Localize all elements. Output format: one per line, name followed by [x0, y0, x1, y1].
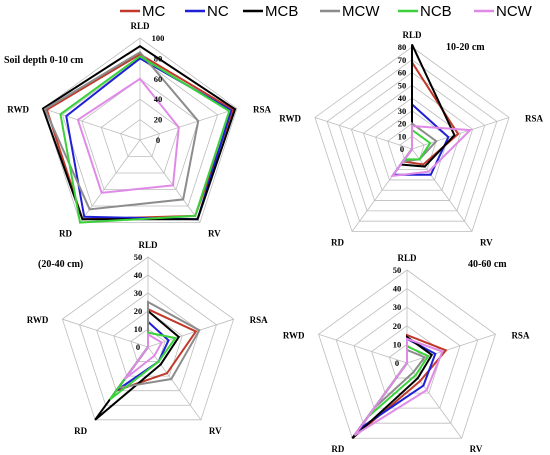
axis-label-rd: RD	[59, 229, 72, 239]
panel-title: 40-60 cm	[468, 259, 507, 270]
tick-label: 0	[136, 342, 140, 352]
tick-label: 40	[398, 93, 407, 103]
legend-label-mcw: MCW	[342, 3, 380, 20]
axis-label-rsa: RSA	[250, 315, 269, 325]
grid-ring	[338, 72, 486, 212]
legend-label-mc: MC	[142, 3, 165, 20]
axis-spoke	[147, 346, 202, 421]
panel-title: 10-20 cm	[446, 42, 485, 53]
tick-label: 80	[154, 53, 163, 63]
tick-label: 0	[156, 135, 160, 145]
axis-label-rsa: RSA	[511, 330, 530, 340]
legend-label-nc: NC	[207, 3, 229, 20]
axis-label-rwd: RWD	[7, 104, 29, 114]
tick-label: 80	[398, 42, 407, 52]
grid-ring	[96, 292, 200, 392]
radar-panel-2: 0 10 20 30 40 50 60 70 80 RLD RSA RV RD RWD 10-20 cm	[279, 30, 543, 248]
axis-label-rv: RV	[480, 238, 493, 248]
tick-label: 30	[393, 302, 402, 312]
legend: MC NC MCB MCW NCB NCW	[120, 3, 533, 20]
radar-panel-4: 0 10 20 30 40 50 RLD RSA RV RD RWD 40-60 cm	[283, 253, 530, 454]
tick-label: 20	[393, 321, 402, 331]
axis-label-rwd: RWD	[279, 113, 301, 123]
legend-label-mcb: MCB	[265, 3, 298, 20]
axis-spoke	[139, 108, 238, 141]
grid-ring	[100, 98, 180, 174]
panel-title: (20-40 cm)	[38, 259, 83, 270]
axis-spoke	[42, 108, 141, 141]
tick-label: 30	[398, 106, 407, 116]
tick-label: 0	[395, 358, 399, 368]
axis-spoke	[411, 117, 510, 150]
axis-label-rv: RV	[209, 426, 222, 436]
tick-label: 30	[134, 288, 143, 298]
tick-label: 50	[398, 80, 407, 90]
grid-ring	[314, 46, 510, 232]
tick-label: 70	[398, 55, 407, 65]
tick-label: 50	[134, 252, 143, 262]
tick-label: 0	[400, 144, 404, 154]
grid-ring	[363, 97, 461, 191]
axis-label-rv: RV	[208, 229, 221, 239]
tick-label: 40	[393, 284, 402, 294]
series-ncw	[76, 77, 180, 194]
radar-panel-3: 0 10 20 30 40 50 RLD RSA RV RD RWD (20-40 cm)	[27, 240, 268, 436]
grid-ring	[42, 37, 238, 223]
tick-label: 40	[154, 94, 163, 104]
tick-label: 100	[152, 33, 165, 43]
legend-label-ncw: NCW	[496, 3, 533, 20]
grid-ring	[79, 274, 217, 406]
grid-ring	[326, 59, 498, 222]
axis-label-rwd: RWD	[27, 315, 49, 325]
tick-label: 60	[154, 74, 163, 84]
axis-label-rld: RLD	[138, 240, 158, 250]
tick-label: 10	[393, 339, 402, 349]
panel-title: Soil depth 0-10 cm	[4, 55, 84, 66]
grid-ring	[353, 306, 461, 409]
axis-spoke	[411, 148, 473, 232]
grid-ring	[120, 119, 160, 157]
series-ncw	[123, 332, 164, 380]
legend-label-ncb: NCB	[420, 3, 452, 20]
axis-label-rsa: RSA	[253, 104, 272, 114]
axis-label-rd: RD	[331, 444, 344, 454]
series-mcw	[43, 50, 200, 211]
axis-spoke	[318, 333, 408, 364]
series-mcb	[41, 44, 237, 221]
series-ncw	[390, 124, 473, 178]
axis-spoke	[139, 139, 201, 223]
grid-ring	[350, 84, 474, 201]
axis-label-rld: RLD	[130, 21, 150, 31]
tick-label: 40	[134, 270, 143, 280]
axis-spoke	[62, 318, 149, 348]
axis-label-rld: RLD	[402, 30, 422, 40]
axis-label-rd: RD	[331, 238, 344, 248]
grid-ring	[335, 288, 479, 424]
axis-label-rd: RD	[74, 426, 87, 436]
axis-label-rld: RLD	[397, 253, 417, 263]
tick-label: 10	[398, 131, 407, 141]
grid-ring	[61, 256, 235, 421]
series-ncb	[59, 55, 231, 224]
grid-ring	[61, 57, 219, 207]
series-nc	[65, 57, 233, 221]
axis-spoke	[406, 333, 496, 364]
axis-label-rv: RV	[470, 444, 483, 454]
tick-label: 20	[154, 115, 163, 125]
grid-ring	[318, 269, 496, 439]
axis-spoke	[314, 117, 413, 150]
tick-label: 60	[398, 68, 407, 78]
tick-label: 10	[134, 324, 143, 334]
axis-label-rwd: RWD	[283, 330, 305, 340]
tick-label: 50	[393, 265, 402, 275]
tick-label: 20	[398, 119, 407, 129]
series-ncw	[353, 337, 444, 437]
axis-label-rsa: RSA	[525, 113, 544, 123]
tick-label: 20	[134, 306, 143, 316]
